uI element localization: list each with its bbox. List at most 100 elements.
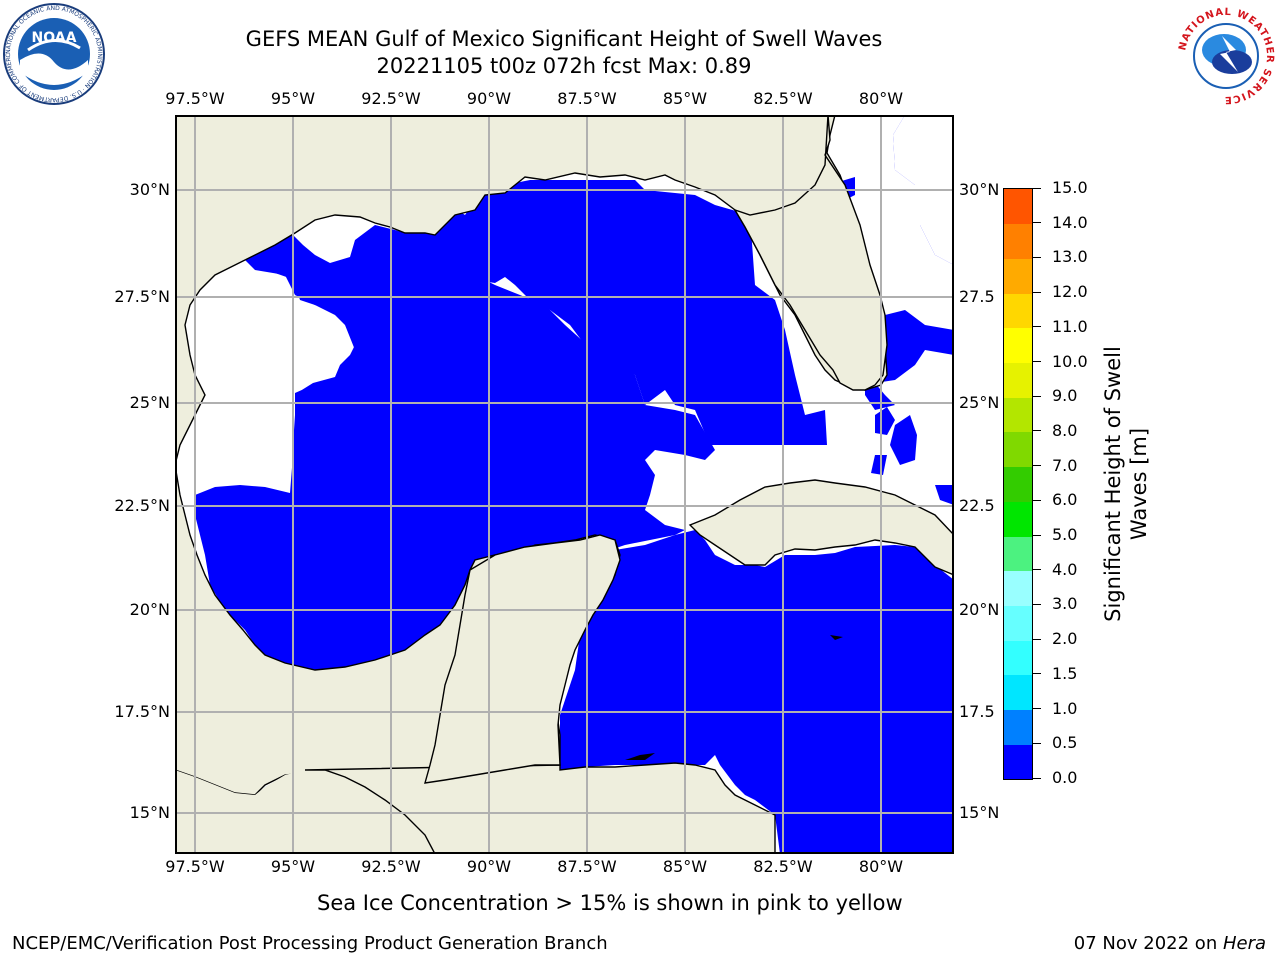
colorbar-segment-0 <box>1004 744 1032 780</box>
lon-label-bottom-4: 87.5°W <box>557 857 617 876</box>
lon-label-top-0: 97.5°W <box>165 89 225 108</box>
colorbar-segment-13 <box>1004 293 1032 329</box>
sea-ice-note: Sea Ice Concentration > 15% is shown in … <box>317 891 903 915</box>
noaa-logo-text: NOAA <box>32 30 77 46</box>
lat-label-right-0: 30°N <box>959 180 1000 199</box>
colorbar-segment-16 <box>1004 189 1032 225</box>
colorbar-tick-label-5: 3.0 <box>1052 594 1078 614</box>
lon-label-bottom-0: 97.5°W <box>165 857 225 876</box>
colorbar-tick-label-1: 0.5 <box>1052 733 1078 753</box>
colorbar-label-line1: Significant Height of Swell <box>1101 346 1125 622</box>
colorbar-tick-label-2: 1.0 <box>1052 698 1078 718</box>
colorbar-segment-7 <box>1004 501 1032 537</box>
colorbar-segment-12 <box>1004 327 1032 364</box>
colorbar-tick-mark-16 <box>1033 222 1041 224</box>
colorbar-segment-11 <box>1004 362 1032 398</box>
colorbar-segment-15 <box>1004 223 1032 259</box>
lat-label-right-2: 25°N <box>959 393 1000 412</box>
lat-label-right-3: 22.5 <box>959 496 995 515</box>
colorbar-tick-mark-11 <box>1033 395 1041 397</box>
lat-label-left-2: 25°N <box>129 393 170 412</box>
colorbar-tick-mark-0 <box>1033 777 1041 779</box>
colorbar-tick-label-12: 10.0 <box>1052 351 1088 371</box>
lon-label-top-2: 92.5°W <box>361 89 421 108</box>
colorbar <box>1003 188 1033 780</box>
colorbar-tick-label-9: 7.0 <box>1052 455 1078 475</box>
nws-logo: NATIONAL WEATHER SERVICE <box>1176 6 1276 106</box>
island-bay <box>625 753 655 760</box>
colorbar-tick-mark-12 <box>1033 361 1041 363</box>
colorbar-tick-label-17: 15.0 <box>1052 178 1088 197</box>
lon-label-top-6: 82.5°W <box>753 89 813 108</box>
lon-label-top-3: 90°W <box>466 89 512 108</box>
lat-label-right-1: 27.5 <box>959 287 995 306</box>
colorbar-segment-3 <box>1004 640 1032 676</box>
yucatan-land <box>424 534 621 784</box>
lat-label-right-4: 20°N <box>959 600 1000 619</box>
colorbar-tick-mark-3 <box>1033 673 1041 675</box>
colorbar-segment-1 <box>1004 709 1032 745</box>
colorbar-label-line2: Waves [m] <box>1127 427 1151 541</box>
chart-title-line2: 20221105 t00z 072h fcst Max: 0.89 <box>376 54 752 78</box>
colorbar-segment-2 <box>1004 674 1032 711</box>
colorbar-tick-mark-6 <box>1033 569 1041 571</box>
lon-label-bottom-3: 90°W <box>466 857 512 876</box>
colorbar-tick-label-7: 5.0 <box>1052 525 1078 545</box>
lon-label-top-4: 87.5°W <box>557 89 617 108</box>
colorbar-tick-label-15: 13.0 <box>1052 247 1088 267</box>
lat-label-left-4: 20°N <box>129 600 170 619</box>
colorbar-segment-4 <box>1004 605 1032 641</box>
colorbar-tick-mark-17 <box>1033 187 1041 189</box>
colorbar-tick-label-14: 12.0 <box>1052 282 1088 302</box>
colorbar-tick-label-3: 1.5 <box>1052 663 1078 683</box>
footer-credit: NCEP/EMC/Verification Post Processing Pr… <box>12 933 608 954</box>
florida-land <box>733 115 888 391</box>
lon-label-bottom-6: 82.5°W <box>753 857 813 876</box>
lon-label-bottom-5: 85°W <box>662 857 708 876</box>
colorbar-tick-label-16: 14.0 <box>1052 212 1088 232</box>
colorbar-tick-label-10: 8.0 <box>1052 420 1078 440</box>
lon-label-top-7: 80°W <box>858 89 904 108</box>
lon-label-bottom-2: 92.5°W <box>361 857 421 876</box>
lat-label-left-1: 27.5°N <box>114 287 170 306</box>
map-svg <box>175 115 954 854</box>
lat-label-left-6: 15°N <box>129 803 170 822</box>
colorbar-tick-mark-9 <box>1033 465 1041 467</box>
lat-label-left-5: 17.5°N <box>114 702 170 721</box>
colorbar-tick-mark-10 <box>1033 430 1041 432</box>
colorbar-segment-6 <box>1004 536 1032 572</box>
map-frame <box>175 115 954 854</box>
colorbar-tick-mark-14 <box>1033 291 1041 293</box>
colorbar-tick-label-11: 9.0 <box>1052 386 1078 406</box>
colorbar-segment-8 <box>1004 466 1032 502</box>
footer-date-text: 07 Nov 2022 on <box>1073 933 1223 954</box>
colorbar-tick-mark-7 <box>1033 534 1041 536</box>
colorbar-tick-label-8: 6.0 <box>1052 490 1078 510</box>
colorbar-tick-label-4: 2.0 <box>1052 629 1078 649</box>
colorbar-tick-mark-2 <box>1033 708 1041 710</box>
lat-label-left-0: 30°N <box>129 180 170 199</box>
colorbar-segment-14 <box>1004 258 1032 294</box>
map-panel <box>175 115 954 854</box>
lat-label-right-5: 17.5 <box>959 702 995 721</box>
colorbar-tick-label-13: 11.0 <box>1052 316 1088 336</box>
colorbar-tick-mark-5 <box>1033 603 1041 605</box>
colorbar-segment-10 <box>1004 397 1032 433</box>
colorbar-tick-label-0: 0.0 <box>1052 768 1078 787</box>
lon-label-top-1: 95°W <box>270 89 316 108</box>
lon-label-bottom-1: 95°W <box>270 857 316 876</box>
colorbar-tick-mark-13 <box>1033 326 1041 328</box>
lat-label-left-3: 22.5°N <box>114 496 170 515</box>
lat-label-right-6: 15°N <box>959 803 1000 822</box>
colorbar-segment-9 <box>1004 431 1032 468</box>
colorbar-tick-mark-4 <box>1033 638 1041 640</box>
colorbar-tick-label-6: 4.0 <box>1052 559 1078 579</box>
colorbar-tick-mark-1 <box>1033 742 1041 744</box>
footer-host: Hera <box>1222 933 1266 954</box>
colorbar-segment-5 <box>1004 570 1032 606</box>
lon-label-bottom-7: 80°W <box>858 857 904 876</box>
colorbar-tick-mark-8 <box>1033 499 1041 501</box>
lon-label-top-5: 85°W <box>662 89 708 108</box>
chart-title-line1: GEFS MEAN Gulf of Mexico Significant Hei… <box>245 27 883 51</box>
colorbar-tick-mark-15 <box>1033 256 1041 258</box>
